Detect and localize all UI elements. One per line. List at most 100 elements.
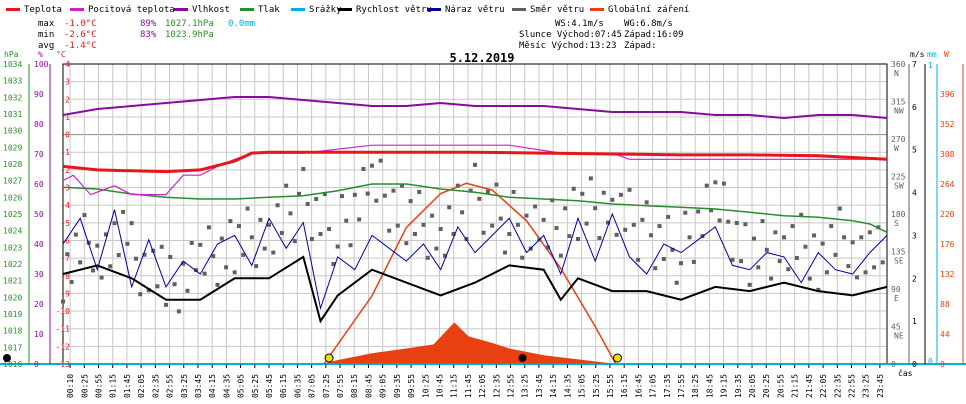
direction-point bbox=[859, 235, 864, 240]
x-tick-label: 21:45 bbox=[805, 374, 814, 398]
tick-label-dir: 0 bbox=[891, 360, 896, 369]
tick-label-degc: -5 bbox=[60, 219, 70, 228]
tick-label-degc: -4 bbox=[60, 201, 70, 210]
direction-point bbox=[73, 232, 78, 237]
direction-point bbox=[292, 239, 297, 244]
direction-point bbox=[485, 189, 490, 194]
direction-point bbox=[670, 247, 675, 252]
tick-label-ms: 2 bbox=[912, 274, 917, 283]
direction-point bbox=[279, 230, 284, 235]
direction-point bbox=[202, 271, 207, 276]
theoretical-radiation-line bbox=[323, 182, 617, 365]
direction-point bbox=[395, 223, 400, 228]
x-tick-label: 07:05 bbox=[308, 374, 317, 398]
direction-point bbox=[764, 247, 769, 252]
direction-point bbox=[370, 163, 374, 168]
tick-label-hpa: 1019 bbox=[3, 310, 22, 319]
direction-point bbox=[236, 224, 241, 229]
direction-point bbox=[696, 209, 701, 214]
tick-label-degc: 1 bbox=[65, 113, 70, 122]
sunset-marker bbox=[612, 353, 622, 363]
direction-point bbox=[558, 253, 563, 258]
tick-label-pct: 40 bbox=[34, 240, 44, 249]
legend-swatch bbox=[70, 8, 84, 11]
tick-label-degc: -9 bbox=[60, 289, 70, 298]
direction-point bbox=[425, 255, 430, 260]
direction-point bbox=[262, 246, 267, 251]
direction-point bbox=[125, 241, 130, 246]
tick-label-hpa: 1031 bbox=[3, 110, 22, 119]
legend-swatch bbox=[6, 8, 20, 11]
direction-point bbox=[644, 200, 649, 205]
x-tick-label: 12:05 bbox=[478, 374, 487, 398]
tick-label-hpa: 1028 bbox=[3, 160, 22, 169]
stats-min-temp: -2.6°C bbox=[64, 30, 97, 40]
legend-swatch bbox=[291, 8, 305, 11]
direction-point bbox=[112, 221, 117, 226]
tick-label-pct: 80 bbox=[34, 120, 44, 129]
x-tick-label: 09:55 bbox=[407, 374, 416, 398]
tick-label-dir-name: S bbox=[894, 219, 899, 228]
tick-label-w: 352 bbox=[940, 120, 955, 129]
tick-label-w: 264 bbox=[940, 180, 955, 189]
direction-point bbox=[494, 182, 499, 187]
axis-label-w: W bbox=[944, 50, 949, 59]
direction-point bbox=[563, 206, 568, 211]
direction-point bbox=[477, 196, 482, 201]
direction-point bbox=[361, 167, 366, 171]
direction-point bbox=[606, 220, 611, 225]
direction-point bbox=[404, 241, 409, 246]
direction-point bbox=[773, 230, 778, 235]
direction-point bbox=[618, 192, 623, 197]
tick-label-pct: 20 bbox=[34, 300, 44, 309]
x-tick-label: 15:05 bbox=[578, 374, 587, 398]
direction-point bbox=[679, 261, 683, 266]
direction-point bbox=[812, 233, 817, 238]
stats-avg-temp: -1.4°C bbox=[64, 41, 97, 51]
direction-point bbox=[198, 242, 203, 247]
legend-swatch bbox=[338, 8, 352, 11]
direction-point bbox=[245, 206, 250, 211]
axis-label-mm: mm bbox=[927, 50, 937, 59]
legend-swatch bbox=[240, 8, 254, 11]
direction-point bbox=[674, 280, 679, 285]
direction-point bbox=[314, 197, 319, 201]
x-tick-label: 16:45 bbox=[634, 374, 643, 398]
tick-label-dir-name: E bbox=[894, 294, 899, 303]
axes: 1034103310321031103010291028102710261025… bbox=[0, 60, 966, 398]
direction-point bbox=[438, 227, 443, 231]
direction-point bbox=[348, 243, 353, 248]
direction-point bbox=[498, 216, 503, 221]
temperature-line bbox=[62, 150, 888, 174]
direction-point bbox=[550, 198, 555, 203]
direction-point bbox=[794, 255, 799, 260]
tick-label-hpa: 1027 bbox=[3, 177, 22, 186]
axis-label-time: čas bbox=[898, 368, 913, 378]
x-tick-label: 23:25 bbox=[862, 374, 871, 398]
direction-point bbox=[249, 235, 254, 240]
direction-point bbox=[78, 260, 83, 265]
x-tick-label: 06:35 bbox=[293, 374, 302, 398]
x-tick-label: 08:45 bbox=[364, 374, 373, 398]
gust-line bbox=[62, 209, 888, 311]
direction-point bbox=[743, 222, 748, 227]
direction-point bbox=[254, 264, 259, 269]
legend-label: Rychlost větru bbox=[356, 5, 432, 15]
series-layer bbox=[61, 96, 888, 365]
wind-speed-line bbox=[62, 255, 888, 324]
direction-point bbox=[305, 202, 310, 206]
tick-label-ms: 4 bbox=[912, 189, 917, 198]
x-tick-label: 07:25 bbox=[322, 374, 331, 398]
tick-label-ms: 5 bbox=[912, 146, 917, 155]
stats-min-hum: 83% bbox=[140, 30, 157, 40]
direction-point bbox=[181, 261, 186, 266]
direction-point bbox=[352, 192, 357, 197]
direction-point bbox=[872, 265, 877, 270]
direction-point bbox=[515, 222, 520, 227]
tick-label-dir: 225 bbox=[891, 173, 906, 182]
axis-label-hpa: hPa bbox=[4, 50, 19, 59]
direction-point bbox=[309, 237, 314, 241]
moon-set-text: Západ: bbox=[624, 41, 657, 51]
x-tick-label: 03:45 bbox=[194, 374, 203, 398]
